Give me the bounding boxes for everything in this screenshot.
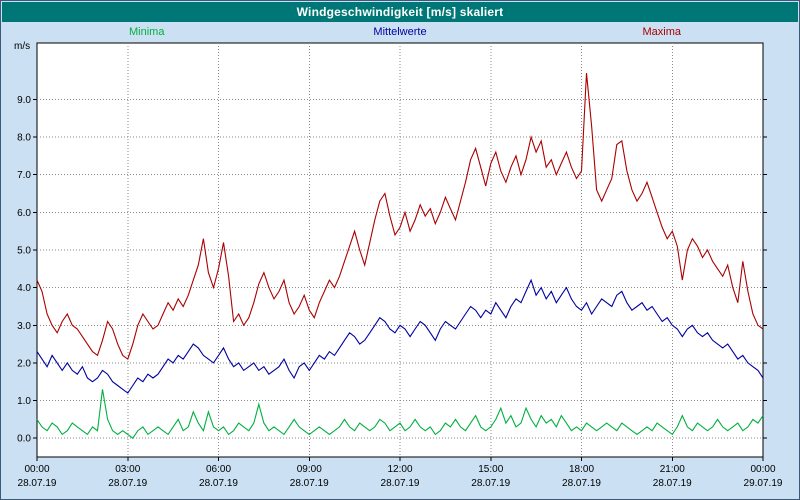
titlebar: Windgeschwindigkeit [m/s] skaliert: [2, 2, 798, 22]
svg-text:28.07.19: 28.07.19: [653, 478, 692, 489]
svg-text:1.0: 1.0: [17, 396, 31, 407]
svg-text:4.0: 4.0: [17, 283, 31, 294]
svg-text:03:00: 03:00: [115, 464, 140, 475]
chart-legend: Minima Mittelwerte Maxima: [1, 26, 799, 41]
svg-text:28.07.19: 28.07.19: [108, 478, 147, 489]
svg-text:9.0: 9.0: [17, 95, 31, 106]
svg-text:06:00: 06:00: [206, 464, 231, 475]
svg-text:28.07.19: 28.07.19: [471, 478, 510, 489]
svg-text:0.0: 0.0: [17, 434, 31, 445]
svg-text:28.07.19: 28.07.19: [290, 478, 329, 489]
legend-mittelwerte-label: Mittelwerte: [373, 26, 427, 38]
legend-maxima-label: Maxima: [642, 26, 681, 38]
svg-text:5.0: 5.0: [17, 246, 31, 257]
svg-text:m/s: m/s: [14, 41, 30, 52]
svg-text:28.07.19: 28.07.19: [18, 478, 57, 489]
svg-text:15:00: 15:00: [478, 464, 503, 475]
legend-minima-label: Minima: [129, 26, 165, 38]
svg-text:28.07.19: 28.07.19: [381, 478, 420, 489]
svg-text:29.07.19: 29.07.19: [744, 478, 783, 489]
svg-text:28.07.19: 28.07.19: [562, 478, 601, 489]
svg-text:12:00: 12:00: [387, 464, 412, 475]
svg-text:09:00: 09:00: [297, 464, 322, 475]
svg-text:6.0: 6.0: [17, 208, 31, 219]
chart-title: Windgeschwindigkeit [m/s] skaliert: [296, 5, 504, 19]
svg-text:00:00: 00:00: [750, 464, 775, 475]
svg-text:00:00: 00:00: [24, 464, 49, 475]
svg-text:18:00: 18:00: [569, 464, 594, 475]
svg-text:8.0: 8.0: [17, 133, 31, 144]
svg-text:3.0: 3.0: [17, 321, 31, 332]
svg-text:2.0: 2.0: [17, 358, 31, 369]
svg-text:21:00: 21:00: [660, 464, 685, 475]
svg-text:28.07.19: 28.07.19: [199, 478, 238, 489]
svg-text:7.0: 7.0: [17, 170, 31, 181]
